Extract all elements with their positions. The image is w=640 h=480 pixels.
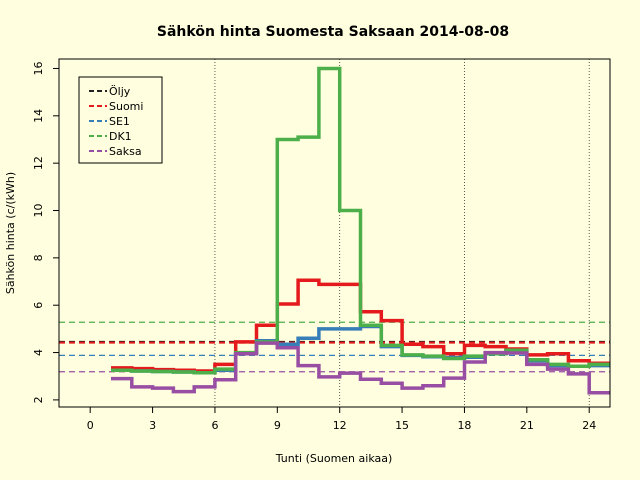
legend-label-dk1: DK1 — [109, 130, 132, 143]
legend-label-suomi: Suomi — [109, 100, 143, 113]
x-tick-label-6: 6 — [211, 419, 218, 432]
x-axis-label: Tunti (Suomen aikaa) — [275, 452, 393, 465]
x-tick-label-0: 0 — [87, 419, 94, 432]
y-tick-label-14: 14 — [32, 109, 45, 123]
legend-label-se1: SE1 — [109, 115, 130, 128]
y-tick-label-2: 2 — [32, 396, 45, 403]
y-tick-label-4: 4 — [32, 349, 45, 356]
x-tick-label-18: 18 — [457, 419, 471, 432]
x-tick-label-15: 15 — [395, 419, 409, 432]
y-axis-label: Sähkön hinta (c/(kWh) — [4, 172, 17, 294]
x-tick-label-21: 21 — [520, 419, 534, 432]
plot-frame — [58, 58, 611, 408]
series-line-saksa — [111, 341, 610, 395]
y-tick-label-16: 16 — [32, 61, 45, 75]
legend-label-öljy: Öljy — [109, 85, 131, 98]
y-tick-label-12: 12 — [32, 156, 45, 170]
legend-label-saksa: Saksa — [109, 145, 142, 158]
x-tick-label-3: 3 — [149, 419, 156, 432]
y-tick-label-6: 6 — [32, 302, 45, 309]
y-tick-label-8: 8 — [32, 254, 45, 261]
x-tick-label-9: 9 — [274, 419, 281, 432]
y-tick-label-10: 10 — [32, 204, 45, 218]
plot-area — [59, 59, 610, 407]
chart-title: Sähkön hinta Suomesta Saksaan 2014-08-08 — [157, 24, 509, 40]
x-tick-label-12: 12 — [333, 419, 347, 432]
legend: Öljy Suomi SE1 DK1 Saksa — [78, 76, 163, 164]
x-tick-label-24: 24 — [582, 419, 596, 432]
